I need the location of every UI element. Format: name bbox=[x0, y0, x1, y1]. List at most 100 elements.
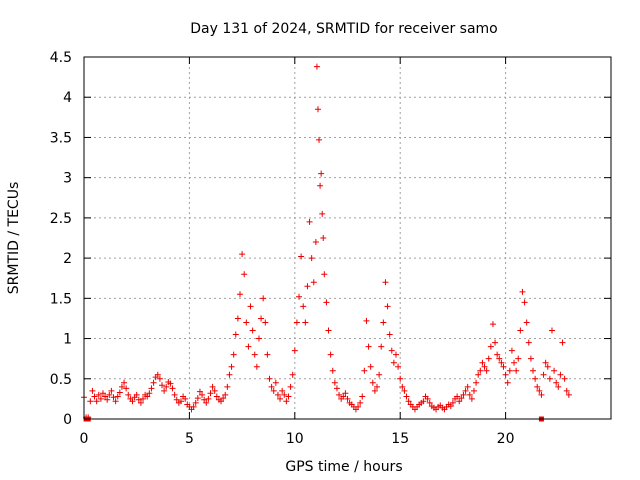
data-point bbox=[483, 367, 490, 374]
data-point bbox=[548, 327, 555, 334]
data-point bbox=[194, 395, 201, 402]
data-point bbox=[302, 319, 309, 326]
data-point bbox=[344, 395, 351, 402]
data-point bbox=[158, 382, 165, 389]
data-point bbox=[236, 291, 243, 298]
data-point bbox=[123, 385, 130, 392]
data-point bbox=[557, 371, 564, 378]
data-point bbox=[513, 367, 520, 374]
data-point bbox=[277, 395, 284, 402]
data-point bbox=[232, 331, 239, 338]
data-point bbox=[333, 385, 340, 392]
data-point bbox=[129, 398, 136, 405]
data-point bbox=[508, 347, 515, 354]
data-point bbox=[287, 383, 294, 390]
data-point bbox=[226, 371, 233, 378]
data-point bbox=[369, 379, 376, 386]
data-point bbox=[104, 396, 111, 403]
y-tick-label: 1.5 bbox=[50, 291, 72, 307]
y-tick-label: 0.5 bbox=[50, 372, 72, 388]
data-point bbox=[563, 387, 570, 394]
data-point bbox=[363, 317, 370, 324]
data-point bbox=[146, 390, 153, 397]
data-point bbox=[99, 390, 106, 397]
data-point bbox=[525, 339, 532, 346]
data-point bbox=[234, 315, 241, 322]
data-point bbox=[95, 391, 102, 398]
data-point bbox=[382, 279, 389, 286]
data-point bbox=[190, 403, 197, 410]
data-point bbox=[135, 396, 142, 403]
data-point bbox=[460, 391, 467, 398]
data-point bbox=[329, 367, 336, 374]
data-point bbox=[540, 371, 547, 378]
x-axis-label: GPS time / hours bbox=[285, 459, 402, 475]
data-points bbox=[81, 63, 572, 422]
data-point bbox=[530, 367, 537, 374]
data-point bbox=[154, 371, 161, 378]
data-point bbox=[213, 393, 220, 400]
x-tick-label: 15 bbox=[391, 431, 409, 447]
data-point bbox=[464, 383, 471, 390]
data-point bbox=[253, 363, 260, 370]
data-point bbox=[331, 379, 338, 386]
data-point bbox=[374, 383, 381, 390]
data-point bbox=[367, 363, 374, 370]
data-point bbox=[228, 363, 235, 370]
data-point bbox=[144, 393, 151, 400]
data-point bbox=[449, 399, 456, 406]
data-point bbox=[220, 395, 227, 402]
data-point bbox=[150, 379, 157, 386]
data-point bbox=[247, 303, 254, 310]
data-point bbox=[340, 393, 347, 400]
data-point bbox=[388, 347, 395, 354]
data-point bbox=[380, 319, 387, 326]
data-point bbox=[262, 319, 269, 326]
data-point bbox=[357, 399, 364, 406]
data-point bbox=[399, 383, 406, 390]
data-point bbox=[140, 395, 147, 402]
data-point bbox=[177, 398, 184, 405]
tick-labels: 0 5 10 15 20 0 0.5 1 1.5 2 2.5 3 3.5 4 4.5 bbox=[50, 50, 515, 447]
data-point bbox=[312, 239, 319, 246]
data-point bbox=[272, 379, 279, 386]
data-point bbox=[289, 371, 296, 378]
data-point bbox=[251, 351, 258, 358]
data-point bbox=[553, 379, 560, 386]
data-point bbox=[561, 375, 568, 382]
data-point bbox=[317, 182, 324, 189]
data-point bbox=[395, 363, 402, 370]
data-point bbox=[313, 63, 320, 70]
x-tick-label: 10 bbox=[286, 431, 304, 447]
data-point bbox=[169, 385, 176, 392]
data-point bbox=[205, 395, 212, 402]
data-point bbox=[426, 399, 433, 406]
y-tick-label: 4.5 bbox=[50, 50, 72, 66]
data-point bbox=[390, 359, 397, 366]
data-point bbox=[325, 327, 332, 334]
data-point bbox=[405, 398, 412, 405]
data-point bbox=[308, 255, 315, 262]
data-point bbox=[296, 293, 303, 300]
y-tick-label: 4 bbox=[63, 90, 72, 106]
data-point bbox=[279, 387, 286, 394]
data-point bbox=[89, 387, 96, 394]
data-point bbox=[163, 383, 170, 390]
axis-ticks bbox=[83, 56, 611, 420]
data-point bbox=[314, 106, 321, 113]
data-point bbox=[318, 170, 325, 177]
data-point bbox=[171, 391, 178, 398]
data-point bbox=[167, 380, 174, 387]
data-point bbox=[523, 319, 530, 326]
data-point bbox=[532, 375, 539, 382]
data-point bbox=[506, 367, 513, 374]
data-point bbox=[355, 403, 362, 410]
data-point bbox=[304, 283, 311, 290]
data-point bbox=[192, 399, 199, 406]
data-point bbox=[384, 303, 391, 310]
grid-lines bbox=[84, 57, 611, 419]
data-point bbox=[310, 279, 317, 286]
data-point bbox=[133, 391, 140, 398]
data-point bbox=[241, 271, 248, 278]
